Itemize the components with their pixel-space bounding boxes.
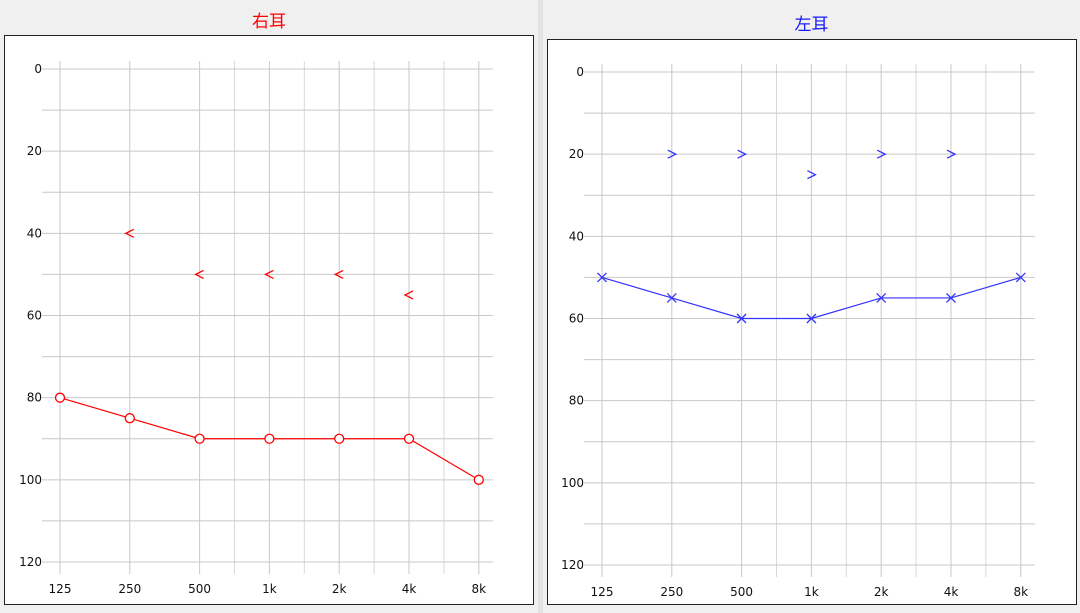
y-tick-label: 60 [27, 309, 42, 323]
x-tick-label: 8k [1014, 585, 1029, 599]
x-tick-label: 500 [730, 585, 753, 599]
data-point-bone-left [194, 269, 204, 279]
data-point-bone-left [263, 269, 274, 279]
data-point-bone-left [124, 228, 135, 238]
y-tick-label: 60 [569, 312, 584, 326]
data-point-bone-right [737, 149, 748, 159]
right-ear-chart-frame: 0 20 40 60 80 100 120 125 250 500 1k 2k 4k 8k [4, 35, 534, 605]
left-ear-title: 左耳 [794, 15, 829, 35]
x-tick-label: 4k [402, 582, 417, 596]
x-tick-label: 1k [262, 582, 277, 596]
x-tick-label: 125 [49, 582, 72, 596]
right-ear-audiogram: 0 20 40 60 80 100 120 125 250 500 1k 2k 4k 8k [19, 61, 493, 596]
data-point-bone-left [403, 290, 414, 300]
data-point-cross [876, 292, 887, 303]
left-ear-audiogram: 0 20 40 60 80 100 120 125 250 500 1k 2k 4k 8k [561, 64, 1035, 599]
data-point-bone-right [946, 149, 957, 159]
y-tick-label: 20 [27, 144, 42, 158]
data-point-cross [806, 313, 817, 324]
data-point-bone-right [667, 149, 678, 159]
data-point-cross [1015, 272, 1026, 283]
data-point-circle [124, 413, 135, 424]
x-tick-label: 1k [804, 585, 819, 599]
y-tick-label: 100 [19, 473, 42, 487]
y-tick-label: 40 [569, 229, 584, 243]
data-point-cross [946, 292, 956, 303]
data-point-circle [334, 433, 345, 444]
data-point-bone-right [876, 149, 887, 159]
left-ear-chart-frame: 0 20 40 60 80 100 120 125 250 500 1k 2k 4k 8k [547, 39, 1077, 605]
y-tick-label: 80 [27, 391, 42, 405]
x-tick-label: 500 [188, 582, 211, 596]
x-tick-label: 250 [118, 582, 141, 596]
x-tick-label: 8k [472, 582, 487, 596]
x-tick-label: 125 [591, 585, 614, 599]
data-point-circle [264, 433, 275, 444]
x-tick-label: 250 [660, 585, 683, 599]
y-tick-label: 40 [27, 226, 42, 240]
data-point-bone-left [333, 269, 344, 279]
y-tick-label: 100 [561, 476, 584, 490]
data-point-cross [736, 313, 747, 324]
data-point-circle [403, 433, 415, 444]
data-point-circle [54, 392, 66, 403]
right-ear-title: 右耳 [252, 12, 286, 32]
left-ear-panel: 左耳 0 20 40 60 80 100 120 125 250 500 1k 2k 4k 8k [543, 0, 1080, 613]
data-point-circle [194, 433, 205, 444]
data-point-bone-right [807, 170, 817, 180]
y-tick-label: 80 [569, 394, 584, 408]
y-tick-label: 120 [19, 555, 42, 569]
y-tick-label: 0 [576, 65, 584, 79]
data-point-cross [597, 272, 607, 283]
x-tick-label: 4k [944, 585, 959, 599]
x-tick-label: 2k [332, 582, 347, 596]
right-ear-panel: 右耳 0 20 40 60 80 100 120 125 250 500 1k 2k 4k 8k [0, 0, 538, 613]
y-tick-label: 0 [34, 62, 42, 76]
x-tick-label: 2k [874, 585, 889, 599]
data-point-cross [666, 292, 677, 303]
y-tick-label: 20 [569, 147, 584, 161]
y-tick-label: 120 [561, 558, 584, 572]
data-point-circle [473, 474, 484, 485]
